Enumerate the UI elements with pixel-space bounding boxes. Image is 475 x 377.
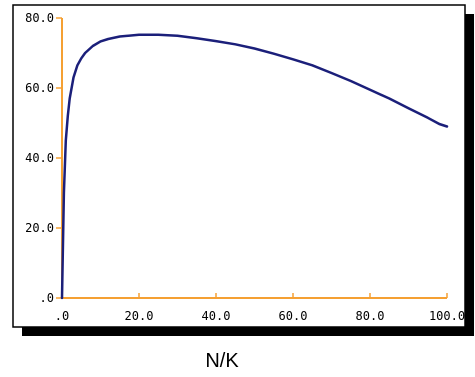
x-tick-label: 80.0: [356, 309, 385, 323]
x-tick-label: 100.0: [429, 309, 465, 323]
y-tick-label: .0: [40, 291, 54, 305]
y-tick-label: 40.0: [25, 151, 54, 165]
y-tick-label: 60.0: [25, 81, 54, 95]
x-axis-label: N/K: [205, 350, 239, 372]
data-series-line: [60, 33, 449, 300]
y-axis-ticks: .0 20.0 40.0 60.0 80.0: [25, 11, 62, 305]
chart-frame: [12, 4, 466, 328]
y-tick-label: 20.0: [25, 221, 54, 235]
y-tick-label: 80.0: [25, 11, 54, 25]
x-tick-label: 60.0: [279, 309, 308, 323]
x-axis-ticks: .0 20.0 40.0 60.0 80.0 100.0: [55, 293, 465, 323]
x-tick-label: 20.0: [125, 309, 154, 323]
x-tick-label: 40.0: [202, 309, 231, 323]
x-tick-label: .0: [55, 309, 69, 323]
